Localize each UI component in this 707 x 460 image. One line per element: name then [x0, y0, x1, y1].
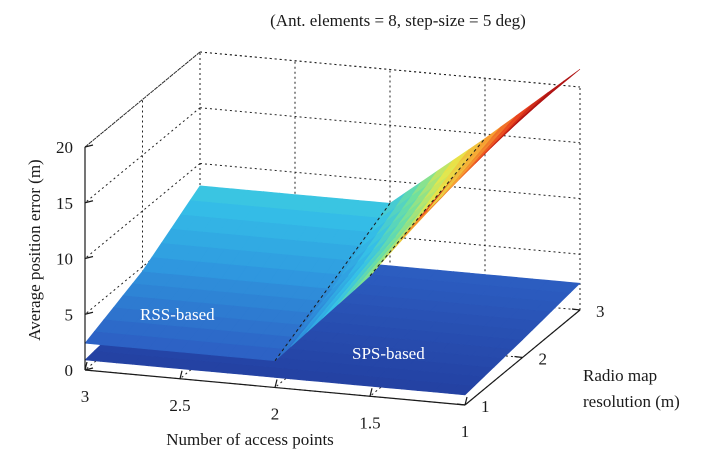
z-tick [84, 200, 94, 204]
z-tick [84, 144, 94, 148]
surface-patch [522, 92, 549, 115]
grid-line-z-back [199, 107, 581, 144]
y-axis-label-line-1: Radio map [583, 366, 657, 385]
box-edge [199, 51, 581, 88]
x-tick [464, 396, 468, 406]
x-tick-label: 2.5 [169, 396, 190, 415]
z-tick [84, 367, 94, 371]
y-tick-label: 1 [481, 397, 490, 416]
y-tick-label: 2 [539, 350, 548, 369]
x-tick [84, 361, 88, 371]
surface-patch [497, 113, 524, 137]
series-label-rss: RSS-based [140, 305, 215, 324]
z-tick-label: 15 [56, 194, 73, 213]
x-tick [179, 370, 183, 379]
y-tick [456, 403, 466, 406]
y-axis-label-line-2: resolution (m) [583, 392, 680, 411]
z-tick [84, 311, 94, 315]
y-tick-label: 3 [596, 302, 605, 321]
z-tick-label: 5 [65, 305, 74, 324]
x-tick-label: 1.5 [359, 413, 380, 432]
z-tick-label: 10 [56, 250, 73, 269]
x-tick [369, 388, 373, 397]
z-axis-label: Average position error (m) [25, 159, 44, 340]
surface-rss-based [84, 68, 581, 362]
axes: 0 5 10 15 20 3 2.5 2 1.5 11 2 3 [56, 138, 605, 441]
surface-mesh-line [274, 203, 391, 362]
z-tick [84, 255, 94, 260]
x-tick [274, 379, 278, 388]
x-tick-label: 3 [81, 387, 90, 406]
y-tick [571, 308, 581, 311]
chart-title: (Ant. elements = 8, step-size = 5 deg) [270, 11, 526, 30]
x-tick-label: 1 [461, 422, 470, 441]
surface-patch [554, 68, 581, 90]
surface-patch [506, 103, 533, 127]
z-tick-label: 20 [56, 138, 73, 157]
surface-patch [553, 281, 581, 293]
series-label-sps: SPS-based [352, 344, 425, 363]
x-tick-label: 2 [271, 405, 280, 424]
x-axis-label: Number of access points [166, 430, 334, 449]
z-tick-label: 0 [65, 361, 74, 380]
y-tick [514, 355, 523, 359]
surfaces [84, 68, 581, 396]
